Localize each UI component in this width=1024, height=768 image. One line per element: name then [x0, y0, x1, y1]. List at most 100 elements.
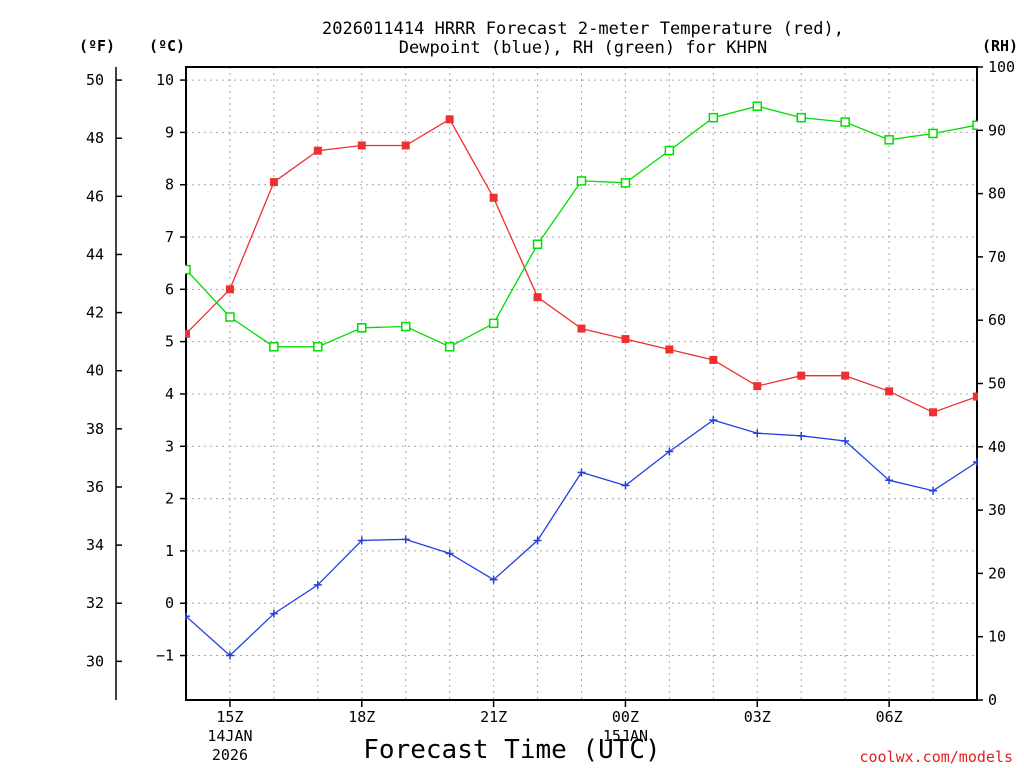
data-series — [185, 101, 978, 660]
rh-point — [488, 318, 499, 329]
temperature-point — [185, 329, 190, 338]
rh-tick-label: 10 — [988, 628, 1006, 646]
dewpoint-point — [621, 481, 630, 490]
rh-point — [225, 312, 235, 322]
celsius-unit-label: (ºC) — [149, 37, 185, 55]
fahrenheit-tick-label: 36 — [86, 478, 104, 496]
fahrenheit-tick-label: 40 — [86, 362, 104, 380]
fahrenheit-tick-label: 46 — [86, 187, 104, 205]
celsius-tick-label: 9 — [165, 123, 174, 141]
rh-point — [796, 112, 806, 123]
rh-tick-label: 50 — [988, 375, 1006, 393]
temperature-point — [577, 324, 586, 333]
rh-point — [576, 176, 587, 186]
dewpoint-point — [885, 476, 894, 485]
celsius-tick-label: 8 — [165, 176, 174, 194]
rh-point — [269, 342, 279, 352]
temperature-point — [973, 392, 978, 401]
rh-point — [185, 264, 191, 275]
temperature-point — [401, 141, 410, 150]
rh-tick-label: 60 — [988, 311, 1006, 329]
x-tick-label: 06Z — [876, 708, 903, 726]
dewpoint-point — [577, 468, 586, 477]
dewpoint-point — [841, 437, 850, 446]
fahrenheit-unit-label: (ºF) — [79, 37, 115, 55]
temperature-series — [185, 115, 978, 417]
x-tick-label: 18Z — [348, 708, 375, 726]
dewpoint-point — [445, 549, 454, 558]
rh-point — [972, 120, 978, 130]
temperature-point — [533, 293, 542, 302]
rh-point — [620, 178, 631, 188]
celsius-tick-label: 10 — [156, 71, 174, 89]
fahrenheit-tick-label: 44 — [86, 245, 104, 263]
rh-point — [313, 342, 323, 352]
dewpoint-point — [357, 536, 366, 545]
x-tick-label: 15JAN — [603, 727, 648, 745]
rh-point — [664, 145, 675, 156]
rh-point — [400, 321, 411, 332]
dewpoint-point — [929, 486, 938, 495]
rh-tick-label: 0 — [988, 691, 997, 709]
x-tick-label: 03Z — [744, 708, 771, 726]
temperature-point — [313, 146, 322, 155]
chart-title-line2: Dewpoint (blue), RH (green) for KHPN — [399, 38, 767, 58]
gridlines — [186, 67, 977, 700]
rh-point — [444, 342, 455, 352]
chart-title: 2026011414 HRRR Forecast 2-meter Tempera… — [322, 19, 844, 39]
dewpoint-point — [973, 457, 978, 466]
axes: 3032343638404244464850−10123456789100102… — [86, 58, 1015, 764]
rh-line — [185, 105, 978, 348]
rh-point — [357, 323, 367, 333]
dewpoint-point — [753, 429, 762, 438]
dewpoint-point — [225, 651, 234, 660]
dewpoint-point — [709, 416, 718, 425]
temperature-point — [621, 335, 630, 344]
plot-frame — [185, 66, 978, 701]
rh-point — [532, 239, 543, 249]
rh-point — [928, 128, 938, 139]
rh-tick-label: 20 — [988, 564, 1006, 582]
rh-tick-label: 30 — [988, 501, 1006, 519]
dewpoint-point — [533, 536, 542, 545]
fahrenheit-tick-label: 48 — [86, 129, 104, 147]
fahrenheit-tick-label: 30 — [86, 652, 104, 670]
rh-point — [752, 101, 763, 111]
celsius-tick-label: 1 — [165, 542, 174, 560]
temperature-point — [797, 371, 806, 380]
rh-tick-label: 80 — [988, 185, 1006, 203]
rh-point — [708, 112, 719, 123]
dewpoint-point — [313, 580, 322, 589]
x-axis-label: Forecast Time (UTC) — [363, 735, 660, 765]
x-tick-label: 15Z — [216, 708, 243, 726]
temperature-point — [357, 141, 366, 150]
celsius-tick-label: 4 — [165, 385, 174, 403]
celsius-tick-label: 2 — [165, 490, 174, 508]
rh-point — [884, 135, 894, 145]
credit-link[interactable]: coolwx.com/models — [859, 748, 1013, 766]
celsius-tick-label: 5 — [165, 333, 174, 351]
dewpoint-point — [185, 612, 190, 621]
dewpoint-series — [185, 416, 978, 660]
dewpoint-point — [401, 535, 410, 544]
celsius-tick-label: 7 — [165, 228, 174, 246]
rh-series — [185, 101, 978, 352]
temperature-point — [489, 193, 498, 202]
fahrenheit-tick-label: 32 — [86, 594, 104, 612]
temperature-point — [269, 178, 278, 187]
x-tick-label: 21Z — [480, 708, 507, 726]
x-tick-label: 00Z — [612, 708, 639, 726]
x-tick-label: 2026 — [212, 746, 248, 764]
temperature-point — [753, 382, 762, 391]
celsius-tick-label: 0 — [165, 594, 174, 612]
temperature-point — [929, 408, 938, 417]
temperature-point — [841, 371, 850, 380]
temperature-point — [445, 115, 454, 124]
x-tick-label: 14JAN — [207, 727, 252, 745]
temperature-point — [225, 285, 234, 294]
celsius-tick-label: 6 — [165, 280, 174, 298]
celsius-tick-label: 3 — [165, 437, 174, 455]
dewpoint-point — [269, 609, 278, 618]
temperature-point — [665, 345, 674, 354]
